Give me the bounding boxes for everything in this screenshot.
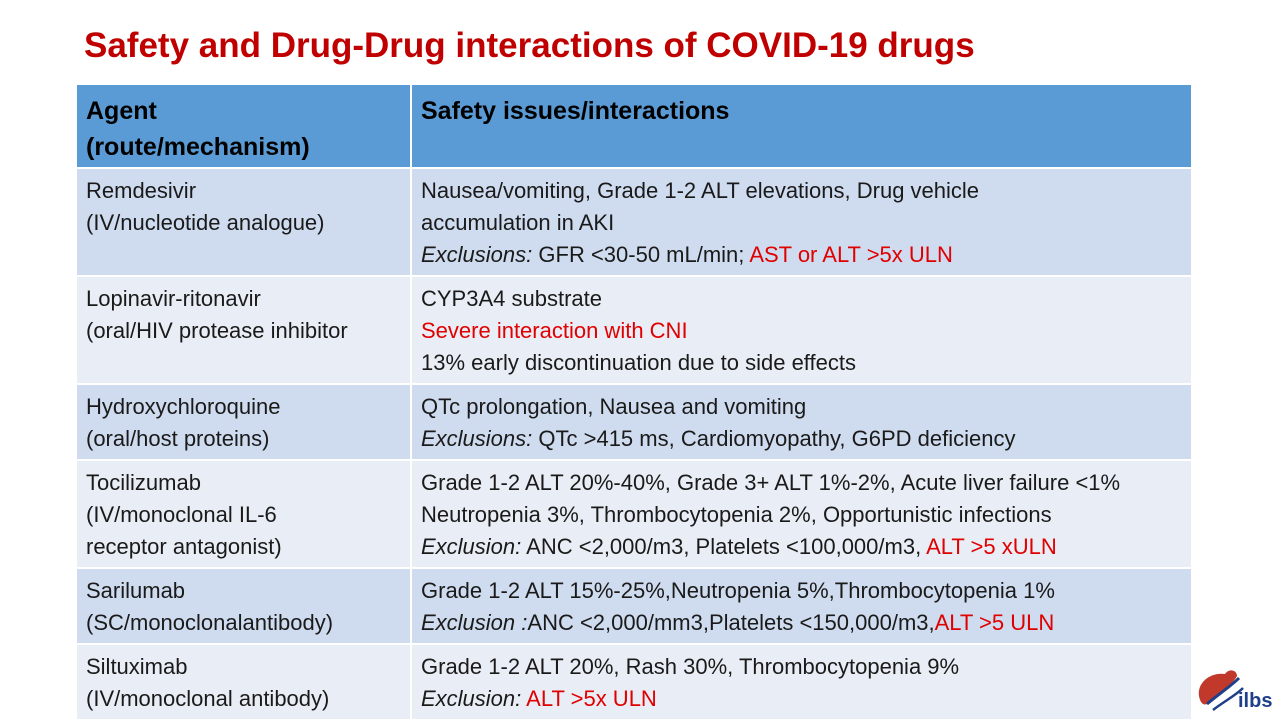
exclusion-line: Exclusions: GFR <30-50 mL/min; AST or AL… [421, 239, 1182, 271]
safety-cell: Grade 1-2 ALT 20%-40%, Grade 3+ ALT 1%-2… [410, 459, 1193, 569]
exclusion-highlight: ALT >5x ULN [521, 686, 657, 711]
table-row: Remdesivir (IV/nucleotide analogue) Naus… [75, 167, 1193, 277]
exclusion-label: Exclusion: [421, 534, 522, 559]
safety-line: Grade 1-2 ALT 15%-25%,Neutropenia 5%,Thr… [421, 578, 1055, 603]
exclusion-label: Exclusions: [421, 242, 533, 267]
safety-line: 13% early discontinuation due to side ef… [421, 350, 856, 375]
table-row: Siltuximab (IV/monoclonal antibody) Grad… [75, 643, 1193, 721]
exclusion-text: ANC <2,000/mm3,Platelets <150,000/m3, [527, 610, 935, 635]
table-row: Hydroxychloroquine (oral/host proteins) … [75, 383, 1193, 461]
safety-line: Grade 1-2 ALT 20%-40%, Grade 3+ ALT 1%-2… [421, 470, 1121, 495]
agent-cell: Lopinavir-ritonavir (oral/HIV protease i… [75, 275, 412, 385]
exclusion-line: Exclusion :ANC <2,000/mm3,Platelets <150… [421, 607, 1182, 639]
agent-route: (oral/host proteins) [86, 426, 270, 451]
safety-cell: QTc prolongation, Nausea and vomiting Ex… [410, 383, 1193, 461]
safety-cell: CYP3A4 substrate Severe interaction with… [410, 275, 1193, 385]
agent-route: (oral/HIV protease inhibitor [86, 318, 348, 343]
exclusion-text: ANC <2,000/m3, Platelets <100,000/m3, [521, 534, 927, 559]
exclusion-line: Exclusion: ANC <2,000/m3, Platelets <100… [421, 531, 1182, 563]
exclusion-line: Exclusions: QTc >415 ms, Cardiomyopathy,… [421, 423, 1182, 455]
ilbs-logo [1193, 662, 1277, 718]
agent-name: Sarilumab [86, 578, 186, 603]
agent-cell: Hydroxychloroquine (oral/host proteins) [75, 383, 412, 461]
safety-line: Nausea/vomiting, Grade 1-2 ALT elevation… [421, 178, 980, 203]
safety-cell: Nausea/vomiting, Grade 1-2 ALT elevation… [410, 167, 1193, 277]
agent-route: (IV/monoclonal antibody) [86, 686, 330, 711]
agent-cell: Sarilumab (SC/monoclonalantibody) [75, 567, 412, 645]
agent-name: Tocilizumab [86, 470, 201, 495]
table-header-row: Agent (route/mechanism) Safety issues/in… [75, 83, 1193, 169]
safety-cell: Grade 1-2 ALT 20%, Rash 30%, Thrombocyto… [410, 643, 1193, 721]
table-row: Tocilizumab (IV/monoclonal IL-6 receptor… [75, 459, 1193, 569]
agent-name: Lopinavir-ritonavir [86, 286, 261, 311]
safety-line: CYP3A4 substrate [421, 286, 602, 311]
header-agent-line2: (route/mechanism) [86, 133, 310, 161]
header-agent: Agent (route/mechanism) [75, 83, 412, 169]
exclusion-label: Exclusions: [421, 426, 533, 451]
agent-cell: Siltuximab (IV/monoclonal antibody) [75, 643, 412, 721]
exclusion-text: GFR <30-50 mL/min; [532, 242, 750, 267]
agent-route: (SC/monoclonalantibody) [86, 610, 334, 635]
agent-name: Remdesivir [86, 178, 197, 203]
safety-cell: Grade 1-2 ALT 15%-25%,Neutropenia 5%,Thr… [410, 567, 1193, 645]
safety-line: accumulation in AKI [421, 210, 615, 235]
agent-route: (IV/nucleotide analogue) [86, 210, 325, 235]
header-agent-line1: Agent [86, 97, 157, 125]
logo-text: ilbs [1238, 690, 1273, 712]
agent-cell: Tocilizumab (IV/monoclonal IL-6 receptor… [75, 459, 412, 569]
safety-line: Neutropenia 3%, Thrombocytopenia 2%, Opp… [421, 502, 1052, 527]
header-safety-label: Safety issues/interactions [421, 97, 730, 125]
exclusion-label: Exclusion : [421, 610, 528, 635]
table-row: Lopinavir-ritonavir (oral/HIV protease i… [75, 275, 1193, 385]
exclusion-text: QTc >415 ms, Cardiomyopathy, G6PD defici… [532, 426, 1016, 451]
exclusion-highlight: ALT >5 xULN [926, 534, 1057, 559]
agent-route: (IV/monoclonal IL-6 [86, 502, 277, 527]
agent-route: receptor antagonist) [86, 534, 282, 559]
header-safety: Safety issues/interactions [410, 83, 1193, 169]
exclusion-highlight: ALT >5 ULN [934, 610, 1055, 635]
safety-line: Grade 1-2 ALT 20%, Rash 30%, Thrombocyto… [421, 654, 960, 679]
drug-safety-table: Agent (route/mechanism) Safety issues/in… [75, 83, 1193, 721]
table-row: Sarilumab (SC/monoclonalantibody) Grade … [75, 567, 1193, 645]
exclusion-line: Exclusion: ALT >5x ULN [421, 683, 1182, 715]
safety-line-highlight: Severe interaction with CNI [421, 318, 688, 343]
agent-name: Siltuximab [86, 654, 188, 679]
safety-line: QTc prolongation, Nausea and vomiting [421, 394, 807, 419]
exclusion-label: Exclusion: [421, 686, 522, 711]
exclusion-highlight: AST or ALT >5x ULN [749, 242, 953, 267]
slide-title: Safety and Drug-Drug interactions of COV… [84, 26, 975, 65]
agent-name: Hydroxychloroquine [86, 394, 281, 419]
liver-icon [1198, 670, 1244, 711]
agent-cell: Remdesivir (IV/nucleotide analogue) [75, 167, 412, 277]
